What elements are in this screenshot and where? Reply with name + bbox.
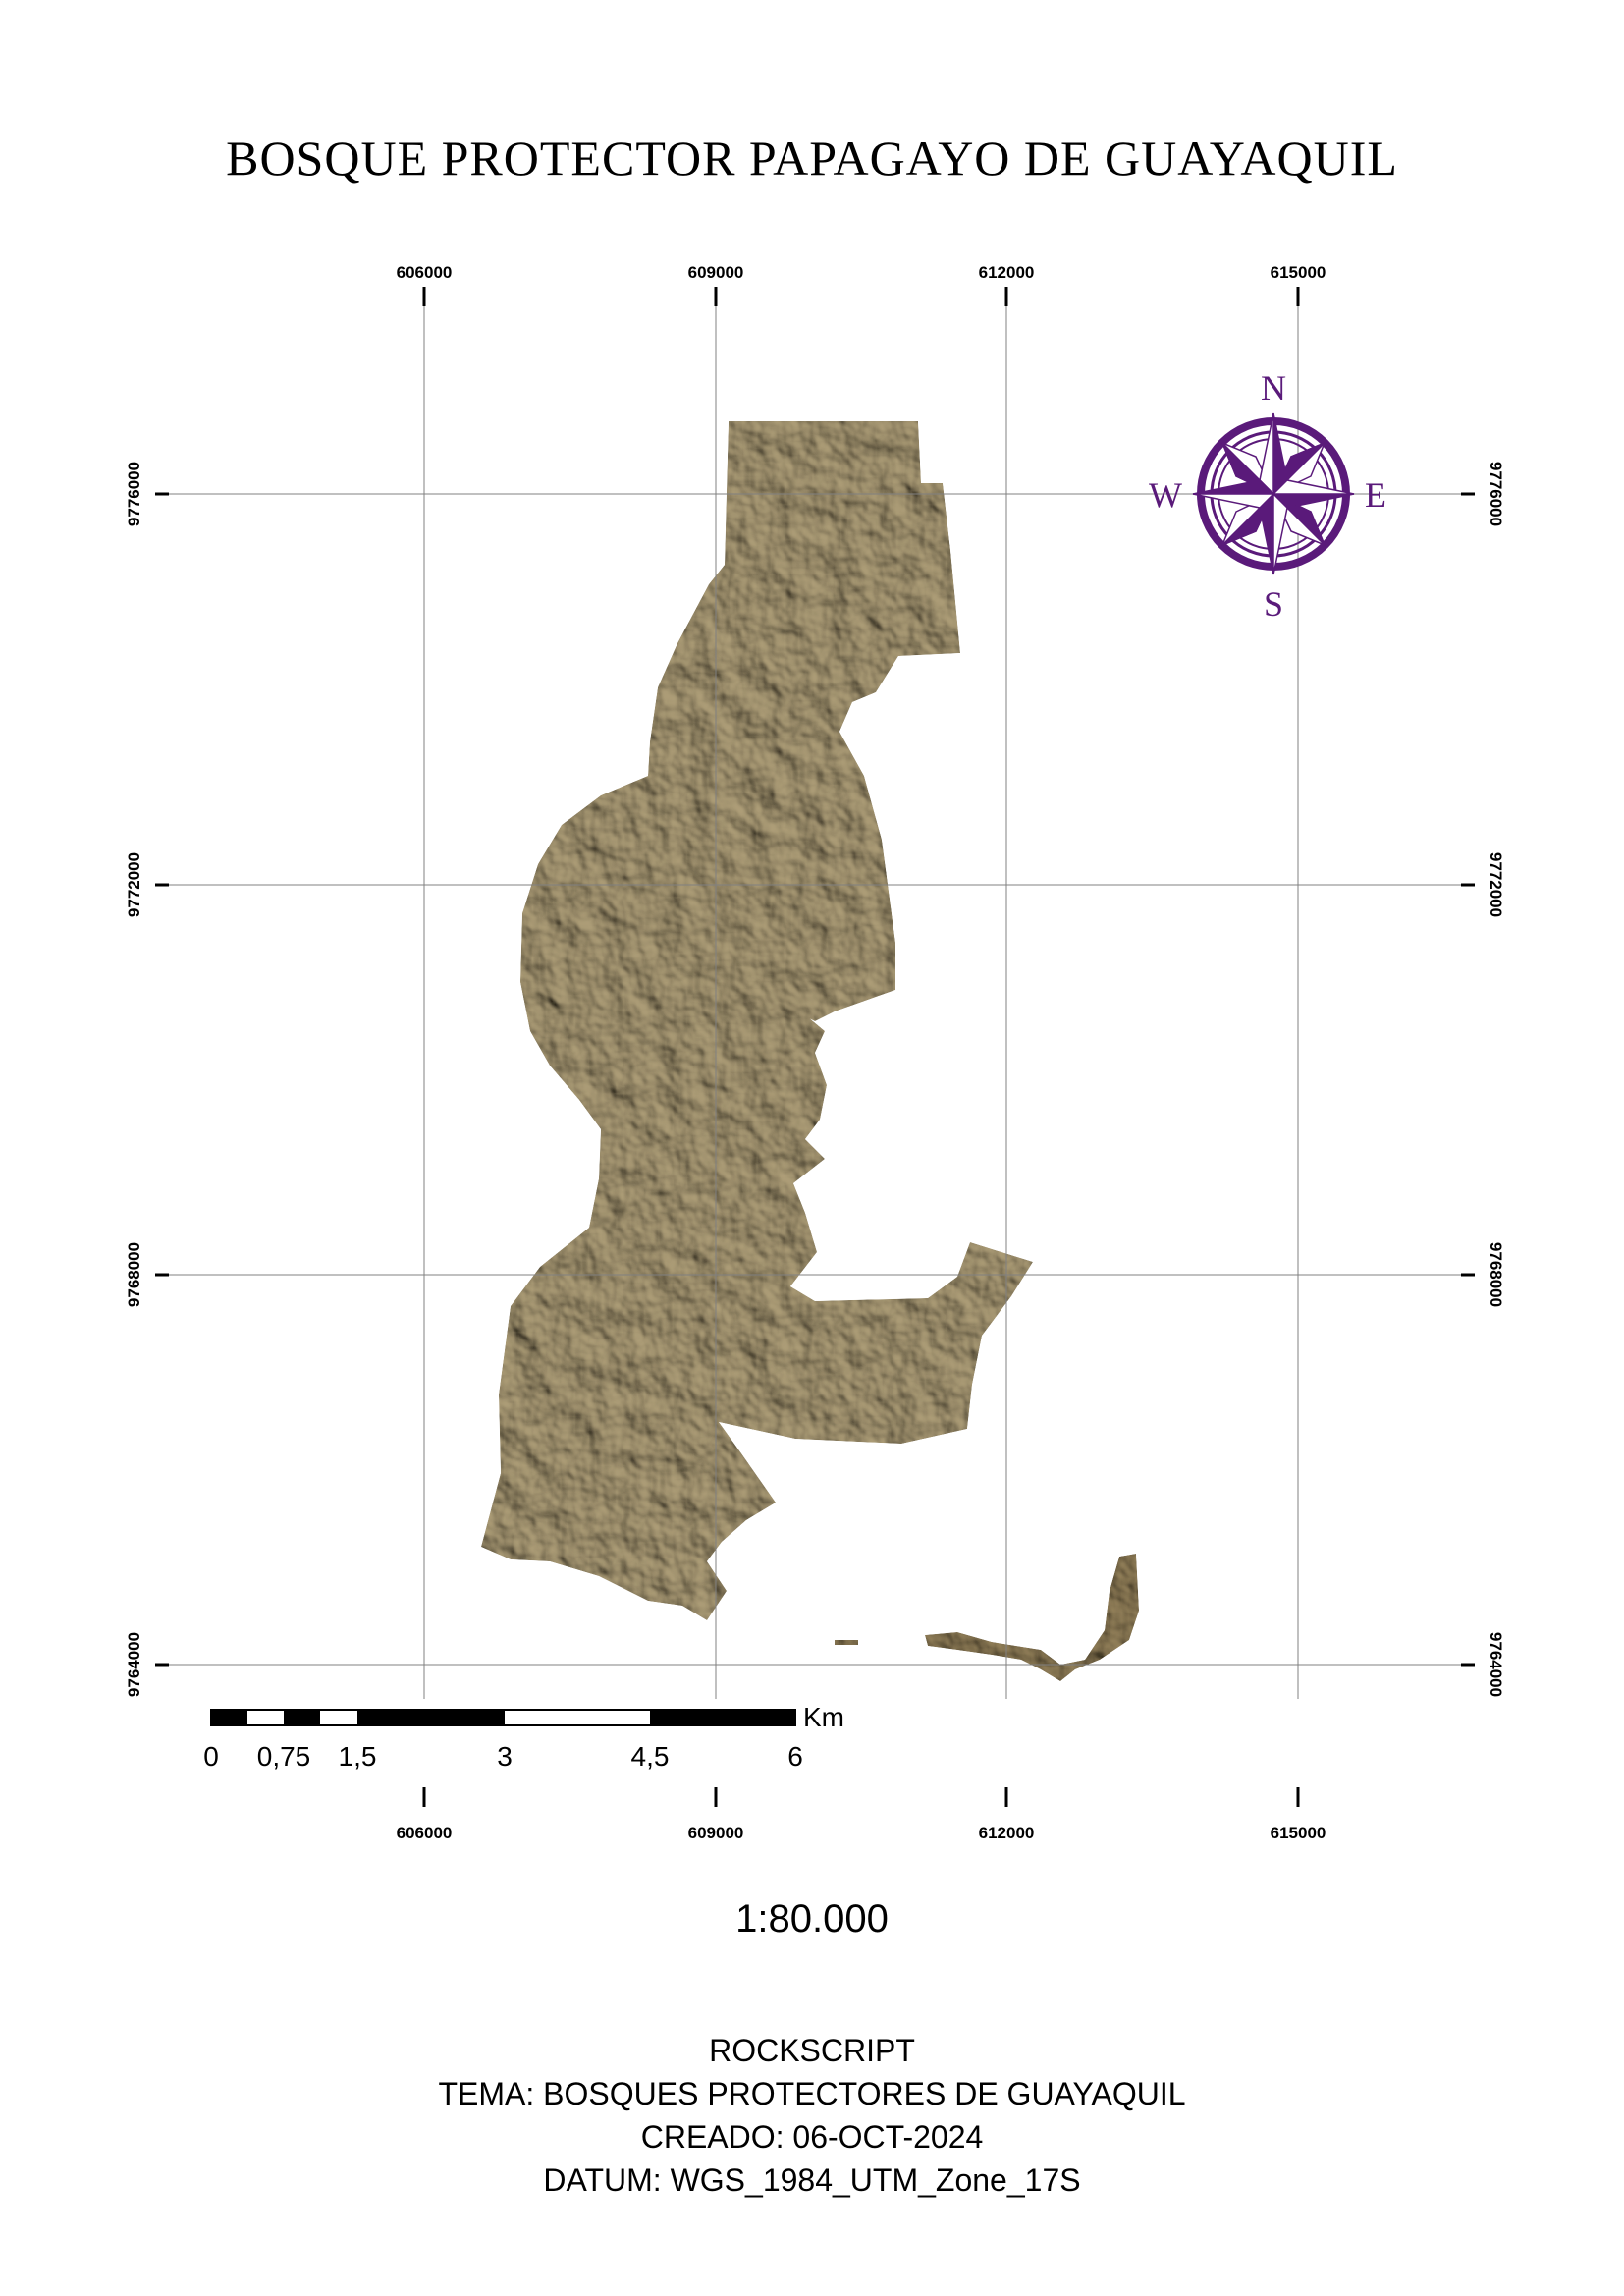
forest-polygon-main: [481, 421, 1033, 1620]
scale-bar-label: 3: [497, 1741, 513, 1772]
northing-label: 9776000: [1487, 462, 1505, 526]
scale-bar-unit: Km: [803, 1702, 844, 1732]
northing-labels-right: 9776000 9772000 9768000 9764000: [1487, 462, 1505, 1697]
compass-label-w: W: [1149, 475, 1182, 515]
easting-label: 615000: [1271, 1824, 1326, 1842]
northing-label: 9776000: [125, 462, 143, 526]
compass-label-s: S: [1264, 584, 1283, 624]
map-title: BOSQUE PROTECTOR PAPAGAYO DE GUAYAQUIL: [226, 131, 1398, 186]
scale-bar-label: 0: [203, 1741, 219, 1772]
forest-polygon-fragment: [835, 1640, 858, 1645]
easting-label: 612000: [979, 263, 1035, 282]
grid-ticks: [155, 287, 1475, 1807]
map-frame: 606000 609000 612000 615000 606000 60900…: [125, 263, 1505, 1842]
northing-label: 9764000: [125, 1632, 143, 1697]
footer-created: CREADO: 06-OCT-2024: [640, 2119, 984, 2155]
map-footer: ROCKSCRIPT TEMA: BOSQUES PROTECTORES DE …: [0, 2029, 1624, 2202]
scale-bar-label: 4,5: [631, 1741, 670, 1772]
scale-bar-label: 0,75: [257, 1741, 311, 1772]
footer-theme: TEMA: BOSQUES PROTECTORES DE GUAYAQUIL: [438, 2076, 1186, 2111]
northing-labels-left: 9776000 9772000 9768000 9764000: [125, 462, 143, 1697]
forest-area: [481, 421, 1139, 1681]
easting-labels-top: 606000 609000 612000 615000: [397, 263, 1326, 282]
northing-label: 9768000: [125, 1242, 143, 1307]
easting-label: 615000: [1271, 263, 1326, 282]
easting-label: 606000: [397, 263, 453, 282]
north-arrow: N S E W: [1149, 368, 1386, 624]
scale-bar-label: 1,5: [339, 1741, 377, 1772]
scale-bar-label: 6: [787, 1741, 803, 1772]
footer-datum: DATUM: WGS_1984_UTM_Zone_17S: [543, 2162, 1081, 2198]
easting-label: 609000: [688, 1824, 744, 1842]
northing-label: 9768000: [1487, 1242, 1505, 1307]
easting-label: 612000: [979, 1824, 1035, 1842]
easting-labels-bottom: 606000 609000 612000 615000: [397, 1824, 1326, 1842]
compass-label-e: E: [1365, 475, 1386, 515]
easting-label: 609000: [688, 263, 744, 282]
northing-label: 9764000: [1487, 1632, 1505, 1697]
easting-label: 606000: [397, 1824, 453, 1842]
footer-author: ROCKSCRIPT: [709, 2033, 915, 2068]
scale-ratio: 1:80.000: [735, 1897, 889, 1941]
compass-label-n: N: [1261, 368, 1286, 408]
northing-label: 9772000: [1487, 852, 1505, 917]
forest-polygon-tail: [925, 1554, 1139, 1681]
scale-bar: Km 0 0,75 1,5 3 4,5 6: [203, 1702, 844, 1772]
northing-label: 9772000: [125, 852, 143, 917]
